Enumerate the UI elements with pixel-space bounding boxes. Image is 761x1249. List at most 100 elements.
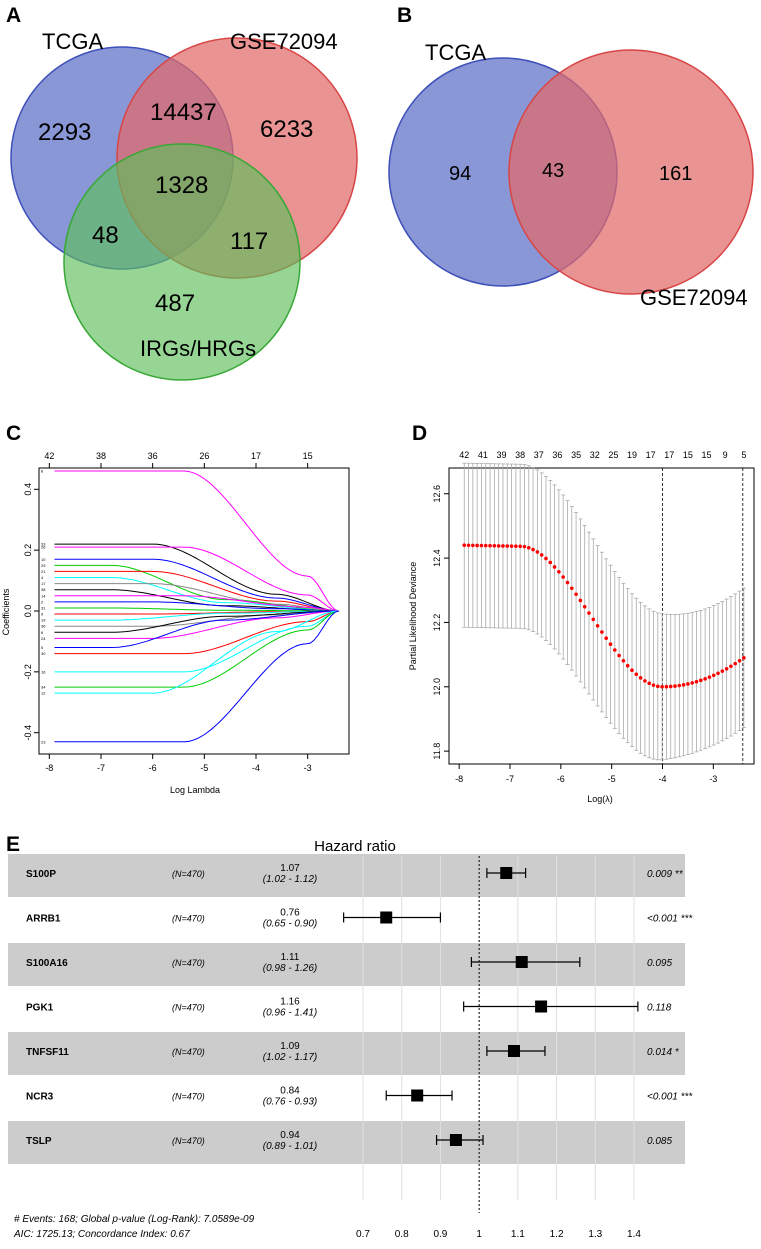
forest-p-value: <0.001 ***: [647, 1092, 693, 1103]
forest-n-label: (N=470): [172, 914, 205, 924]
cv-top-tick-label: 32: [590, 450, 600, 460]
cv-top-tick-label: 42: [459, 450, 469, 460]
lasso-path-6: [54, 610, 339, 633]
lasso-path-label: 16: [41, 669, 46, 674]
forest-gene-label: S100P: [26, 869, 56, 880]
cv-mean-point: [600, 630, 604, 634]
lasso-path-label: 6: [41, 630, 44, 635]
cv-mean-points: [462, 543, 746, 689]
cv-y-tick-label: 12.0: [432, 678, 442, 696]
forest-gene-label: TNFSF11: [26, 1047, 69, 1058]
forest-x-tick-label: 1: [476, 1229, 482, 1240]
lasso-top-tick-label: 42: [44, 451, 54, 461]
lasso-path-label: 33: [41, 542, 46, 547]
cv-mean-point: [724, 666, 729, 671]
lasso-path-label: 14: [41, 593, 46, 598]
cv-mean-point: [479, 543, 484, 548]
cv-top-tick-label: 9: [723, 450, 728, 460]
forest-p-value: 0.095: [647, 958, 672, 969]
cv-mean-point: [716, 671, 720, 676]
cv-mean-point: [483, 543, 488, 548]
venn-b-label-gse72094: GSE72094: [640, 285, 748, 310]
forest-hr-marker: [380, 911, 393, 924]
forest-p-value: 0.014 *: [647, 1047, 680, 1058]
cv-x-tick-label: -3: [709, 774, 717, 784]
cv-y-tick-label: 11.8: [432, 743, 442, 760]
cv-mean-point: [531, 547, 535, 552]
cv-error-bars: [462, 462, 746, 761]
panel-letter-e: E: [6, 833, 20, 856]
cv-mean-point: [569, 586, 574, 591]
cv-top-tick-label: 5: [741, 450, 746, 460]
forest-ci-label: (0.65 - 0.90): [263, 919, 317, 930]
venn-b-region-gse-only: 161: [659, 163, 692, 185]
forest-row: NCR3 (N=470) 0.84(0.76 - 0.93) <0.001 ***: [26, 1086, 693, 1108]
cv-mean-point: [518, 544, 522, 549]
cv-mean-point: [668, 684, 673, 689]
forest-ci-label: (0.76 - 0.93): [263, 1097, 317, 1108]
lasso-path-4: [54, 577, 339, 612]
lasso-path-24: [54, 610, 339, 639]
cv-mean-point: [638, 676, 643, 680]
cv-mean-point: [660, 684, 664, 689]
cv-mean-point: [729, 664, 733, 669]
cv-mean-point: [686, 682, 690, 686]
lasso-x-tick-label: -5: [200, 763, 208, 773]
forest-ci-label: (0.96 - 1.41): [263, 1008, 317, 1019]
lasso-path-21: [54, 570, 339, 612]
cv-top-tick-label: 38: [515, 450, 525, 460]
lasso-y-axis-label: Coefficients: [1, 588, 11, 635]
lasso-path-label: 8: [41, 469, 44, 474]
forest-gene-label: NCR3: [26, 1092, 54, 1103]
cv-top-tick-label: 36: [552, 450, 562, 460]
lasso-path-label: 23: [41, 739, 46, 744]
venn-b-region-overlap: 43: [542, 160, 564, 182]
forest-n-label: (N=470): [172, 1003, 205, 1013]
forest-hr-marker: [515, 956, 528, 968]
cv-top-tick-label: 17: [646, 450, 656, 460]
forest-rows: S100P (N=470) 1.07(1.02 - 1.12) 0.009 ** ARR…: [26, 863, 693, 1152]
cv-plot-frame: [448, 467, 755, 765]
lasso-top-tick-label: 15: [303, 451, 313, 461]
forest-row: ARRB1 (N=470) 0.76(0.65 - 0.90) <0.001 ***: [26, 908, 693, 930]
cv-mean-point: [505, 544, 510, 548]
cv-mean-point: [742, 656, 746, 660]
cv-top-tick-label: 15: [702, 450, 712, 460]
cv-mean-point: [595, 623, 600, 628]
forest-n-label: (N=470): [172, 1092, 205, 1102]
lasso-x-tick-label: -6: [149, 763, 157, 773]
lasso-path-26: [54, 546, 339, 612]
cv-top-tick-label: 39: [497, 450, 507, 460]
cv-mean-point: [673, 684, 677, 688]
cv-mean-point: [612, 648, 617, 652]
lasso-path-12: [54, 610, 339, 694]
venn-a-region-all: 1328: [155, 172, 208, 199]
lasso-path-label: 24: [41, 636, 46, 641]
lasso-path-5: [54, 610, 339, 648]
forest-footnote-aic: AIC: 1725.13; Concordance Index: 0.67: [13, 1229, 190, 1240]
cv-mean-point: [466, 543, 471, 548]
cv-mean-point: [462, 543, 467, 548]
forest-footnote-events: # Events: 168; Global p-value (Log-Rank)…: [14, 1214, 255, 1225]
forest-hr-label: 1.07: [280, 863, 300, 874]
cv-mean-point: [526, 545, 531, 550]
venn-a-label-irgs-hrgs: IRGs/HRGs: [140, 336, 256, 361]
venn-a-circle-irgs-hrgs: [63, 143, 301, 381]
cv-mean-point: [647, 681, 652, 686]
venn-a-region-tcga-irg: 48: [92, 222, 119, 249]
cv-mean-point: [544, 556, 548, 561]
forest-x-tick-label: 0.8: [395, 1229, 409, 1240]
cv-mean-point: [711, 673, 716, 678]
panel-d: D -8 -7 -6 -5 -4 -3 11.8 12.0 12.2 12.4 12.6 42 41 39…: [408, 422, 755, 804]
cv-mean-point: [488, 543, 492, 548]
cv-mean-point: [496, 544, 501, 548]
cv-mean-point: [565, 580, 570, 585]
lasso-path-23: [54, 610, 339, 743]
forest-hr-label: 1.11: [281, 952, 300, 963]
lasso-path-17: [54, 583, 339, 612]
cv-mean-point: [707, 675, 712, 679]
cv-top-tick-label: 25: [608, 450, 618, 460]
cv-mean-point: [557, 570, 561, 574]
forest-gene-label: PGK1: [26, 1003, 54, 1014]
